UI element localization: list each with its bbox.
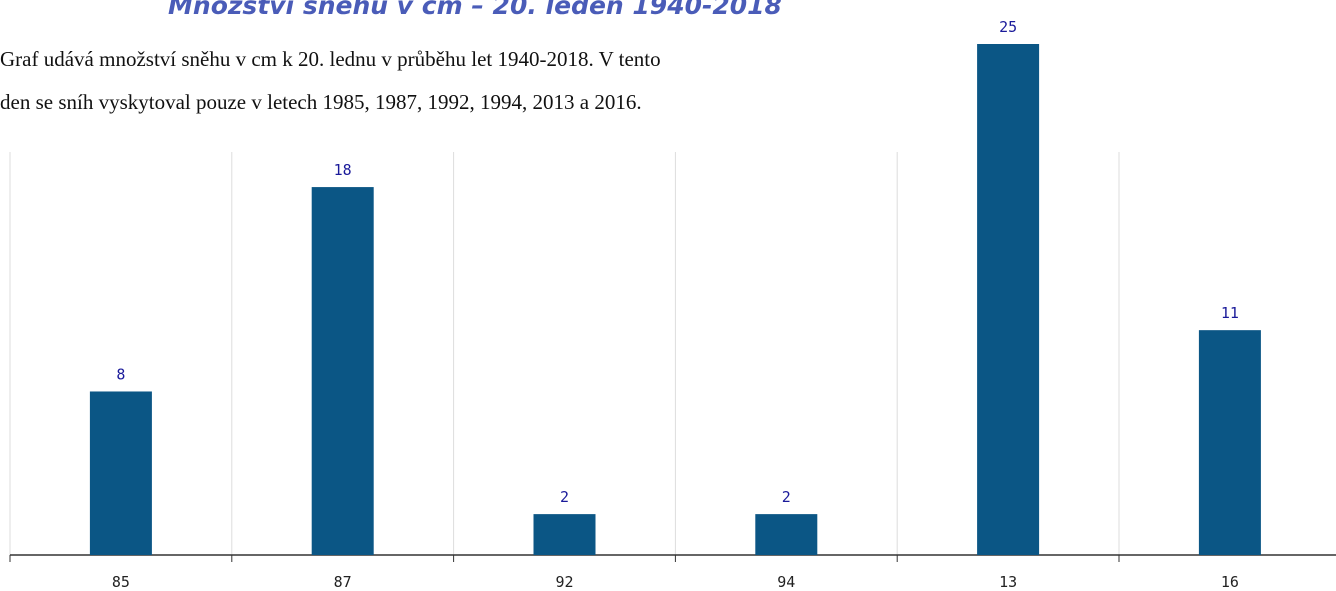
- bar: [89, 391, 152, 555]
- value-label: 2: [782, 488, 791, 506]
- x-tick-label: 87: [334, 573, 352, 591]
- bar: [755, 514, 818, 555]
- value-label: 8: [116, 365, 125, 383]
- x-tick-label: 92: [555, 573, 573, 591]
- bar: [311, 187, 374, 555]
- description-line: den se sníh vyskytoval pouze v letech 19…: [0, 90, 642, 114]
- value-label: 18: [334, 161, 352, 179]
- bar: [1198, 330, 1261, 555]
- chart-title: Množství sněhu v cm – 20. leden 1940-201…: [168, 0, 782, 20]
- value-label: 2: [560, 488, 569, 506]
- x-tick-label: 16: [1221, 573, 1239, 591]
- bar: [533, 514, 596, 555]
- x-tick-label: 94: [777, 573, 795, 591]
- x-tick-label: 13: [999, 573, 1017, 591]
- value-label: 25: [999, 18, 1017, 36]
- value-label: 11: [1221, 304, 1239, 322]
- description-line: Graf udává množství sněhu v cm k 20. led…: [0, 47, 661, 71]
- x-tick-label: 85: [112, 573, 130, 591]
- bar: [977, 44, 1040, 555]
